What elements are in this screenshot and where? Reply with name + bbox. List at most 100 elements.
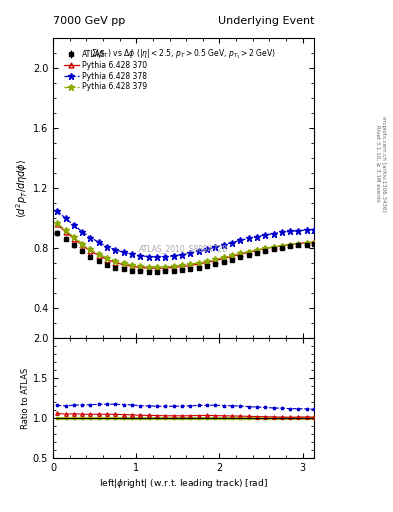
X-axis label: left|$\phi$right| (w.r.t. leading track) [rad]: left|$\phi$right| (w.r.t. leading track)… bbox=[99, 477, 268, 490]
Pythia 6.428 378 bbox=[230, 240, 234, 246]
Pythia 6.428 370 bbox=[163, 265, 168, 271]
Pythia 6.428 379 bbox=[246, 248, 251, 254]
Pythia 6.428 378 bbox=[180, 251, 184, 258]
Text: mcplots.cern.ch [arXiv:1306.3436]: mcplots.cern.ch [arXiv:1306.3436] bbox=[381, 116, 386, 211]
Pythia 6.428 370 bbox=[305, 240, 309, 246]
Pythia 6.428 370 bbox=[63, 229, 68, 235]
Pythia 6.428 370 bbox=[279, 243, 284, 249]
Line: Pythia 6.428 378: Pythia 6.428 378 bbox=[54, 208, 318, 260]
Pythia 6.428 379 bbox=[305, 240, 309, 246]
Pythia 6.428 379 bbox=[196, 260, 201, 266]
Pythia 6.428 378 bbox=[121, 249, 126, 255]
Pythia 6.428 378 bbox=[96, 239, 101, 245]
Pythia 6.428 379 bbox=[213, 256, 218, 262]
Pythia 6.428 379 bbox=[146, 264, 151, 270]
Legend: ATLAS, Pythia 6.428 370, Pythia 6.428 378, Pythia 6.428 379: ATLAS, Pythia 6.428 370, Pythia 6.428 37… bbox=[62, 48, 149, 93]
Text: Rivet 3.1.10, ≥ 3.1M events: Rivet 3.1.10, ≥ 3.1M events bbox=[375, 125, 380, 202]
Pythia 6.428 370 bbox=[72, 236, 76, 242]
Pythia 6.428 379 bbox=[238, 250, 242, 257]
Pythia 6.428 379 bbox=[96, 251, 101, 257]
Pythia 6.428 378 bbox=[205, 246, 209, 252]
Pythia 6.428 370 bbox=[113, 260, 118, 266]
Pythia 6.428 370 bbox=[171, 264, 176, 270]
Pythia 6.428 379 bbox=[205, 258, 209, 264]
Pythia 6.428 370 bbox=[213, 258, 218, 264]
Pythia 6.428 378 bbox=[138, 253, 143, 259]
Pythia 6.428 379 bbox=[113, 258, 118, 264]
Pythia 6.428 370 bbox=[146, 265, 151, 271]
Y-axis label: Ratio to ATLAS: Ratio to ATLAS bbox=[21, 368, 30, 429]
Pythia 6.428 378 bbox=[113, 247, 118, 253]
Pythia 6.428 370 bbox=[105, 257, 110, 263]
Pythia 6.428 379 bbox=[105, 255, 110, 261]
Pythia 6.428 378 bbox=[221, 242, 226, 248]
Y-axis label: $\langle d^2 p_T/d\eta d\phi \rangle$: $\langle d^2 p_T/d\eta d\phi \rangle$ bbox=[14, 159, 30, 218]
Pythia 6.428 378 bbox=[263, 232, 268, 238]
Pythia 6.428 378 bbox=[155, 254, 160, 260]
Pythia 6.428 370 bbox=[271, 244, 276, 250]
Pythia 6.428 370 bbox=[138, 264, 143, 270]
Pythia 6.428 378 bbox=[279, 229, 284, 236]
Pythia 6.428 370 bbox=[55, 221, 60, 227]
Pythia 6.428 378 bbox=[296, 227, 301, 233]
Pythia 6.428 378 bbox=[288, 228, 292, 234]
Pythia 6.428 379 bbox=[312, 240, 317, 246]
Pythia 6.428 379 bbox=[63, 227, 68, 233]
Pythia 6.428 379 bbox=[188, 261, 193, 267]
Pythia 6.428 378 bbox=[130, 251, 134, 258]
Pythia 6.428 370 bbox=[155, 265, 160, 271]
Pythia 6.428 379 bbox=[221, 254, 226, 261]
Text: $\Sigma(p_T)$ vs $\Delta\phi$ ($|\eta| < 2.5$, $p_T > 0.5$ GeV, $p_{T_1} > 2$ Ge: $\Sigma(p_T)$ vs $\Delta\phi$ ($|\eta| <… bbox=[91, 48, 276, 61]
Pythia 6.428 378 bbox=[213, 244, 218, 250]
Pythia 6.428 378 bbox=[238, 237, 242, 243]
Pythia 6.428 378 bbox=[196, 248, 201, 254]
Pythia 6.428 370 bbox=[221, 255, 226, 262]
Pythia 6.428 378 bbox=[163, 253, 168, 260]
Pythia 6.428 378 bbox=[146, 253, 151, 260]
Pythia 6.428 370 bbox=[88, 248, 93, 254]
Pythia 6.428 370 bbox=[80, 242, 84, 248]
Pythia 6.428 370 bbox=[255, 247, 259, 253]
Pythia 6.428 379 bbox=[271, 244, 276, 250]
Pythia 6.428 378 bbox=[72, 222, 76, 228]
Pythia 6.428 370 bbox=[196, 261, 201, 267]
Pythia 6.428 379 bbox=[138, 263, 143, 269]
Pythia 6.428 370 bbox=[180, 264, 184, 270]
Pythia 6.428 379 bbox=[279, 243, 284, 249]
Pythia 6.428 370 bbox=[246, 249, 251, 255]
Text: Underlying Event: Underlying Event bbox=[218, 15, 314, 26]
Pythia 6.428 378 bbox=[255, 233, 259, 240]
Pythia 6.428 379 bbox=[72, 234, 76, 240]
Pythia 6.428 370 bbox=[188, 262, 193, 268]
Pythia 6.428 378 bbox=[305, 227, 309, 233]
Pythia 6.428 378 bbox=[171, 253, 176, 259]
Pythia 6.428 370 bbox=[296, 241, 301, 247]
Pythia 6.428 378 bbox=[105, 243, 110, 249]
Pythia 6.428 379 bbox=[230, 252, 234, 259]
Pythia 6.428 378 bbox=[55, 208, 60, 214]
Pythia 6.428 379 bbox=[171, 263, 176, 269]
Pythia 6.428 370 bbox=[312, 239, 317, 245]
Pythia 6.428 378 bbox=[271, 230, 276, 237]
Line: Pythia 6.428 379: Pythia 6.428 379 bbox=[54, 220, 318, 270]
Pythia 6.428 370 bbox=[130, 263, 134, 269]
Pythia 6.428 379 bbox=[121, 260, 126, 266]
Pythia 6.428 379 bbox=[296, 241, 301, 247]
Pythia 6.428 379 bbox=[255, 247, 259, 253]
Pythia 6.428 379 bbox=[130, 262, 134, 268]
Pythia 6.428 370 bbox=[288, 242, 292, 248]
Pythia 6.428 379 bbox=[263, 245, 268, 251]
Pythia 6.428 378 bbox=[312, 227, 317, 233]
Pythia 6.428 378 bbox=[63, 215, 68, 221]
Pythia 6.428 370 bbox=[121, 262, 126, 268]
Text: ATLAS_2010_S8894728: ATLAS_2010_S8894728 bbox=[139, 244, 228, 253]
Pythia 6.428 378 bbox=[88, 234, 93, 241]
Pythia 6.428 379 bbox=[180, 262, 184, 268]
Text: 7000 GeV pp: 7000 GeV pp bbox=[53, 15, 125, 26]
Line: Pythia 6.428 370: Pythia 6.428 370 bbox=[55, 222, 317, 271]
Pythia 6.428 370 bbox=[96, 252, 101, 259]
Pythia 6.428 379 bbox=[55, 220, 60, 226]
Pythia 6.428 379 bbox=[163, 264, 168, 270]
Pythia 6.428 379 bbox=[80, 241, 84, 247]
Pythia 6.428 378 bbox=[188, 250, 193, 256]
